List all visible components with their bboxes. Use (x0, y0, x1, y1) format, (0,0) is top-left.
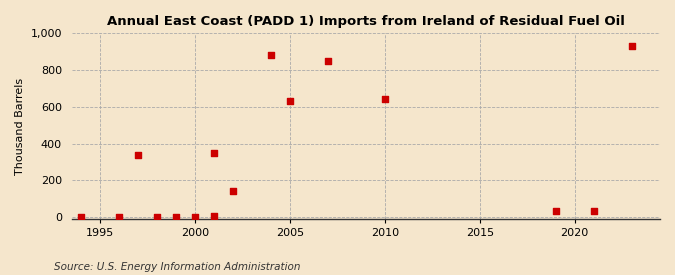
Title: Annual East Coast (PADD 1) Imports from Ireland of Residual Fuel Oil: Annual East Coast (PADD 1) Imports from … (107, 15, 625, 28)
Point (76, 215, 86, 219)
Point (266, 53, 277, 57)
Point (626, 44, 637, 48)
Point (209, 151, 219, 155)
Point (190, 215, 200, 219)
Y-axis label: Thousand Barrels: Thousand Barrels (15, 78, 25, 175)
Point (133, 152, 144, 157)
Point (209, 214, 219, 218)
Point (379, 96, 390, 101)
Point (171, 215, 182, 219)
Point (152, 215, 163, 219)
Point (588, 208, 599, 213)
Point (323, 59, 333, 63)
Point (285, 99, 296, 104)
Point (114, 215, 125, 219)
Point (227, 189, 238, 194)
Text: Source: U.S. Energy Information Administration: Source: U.S. Energy Information Administ… (54, 262, 300, 272)
Point (550, 208, 561, 213)
